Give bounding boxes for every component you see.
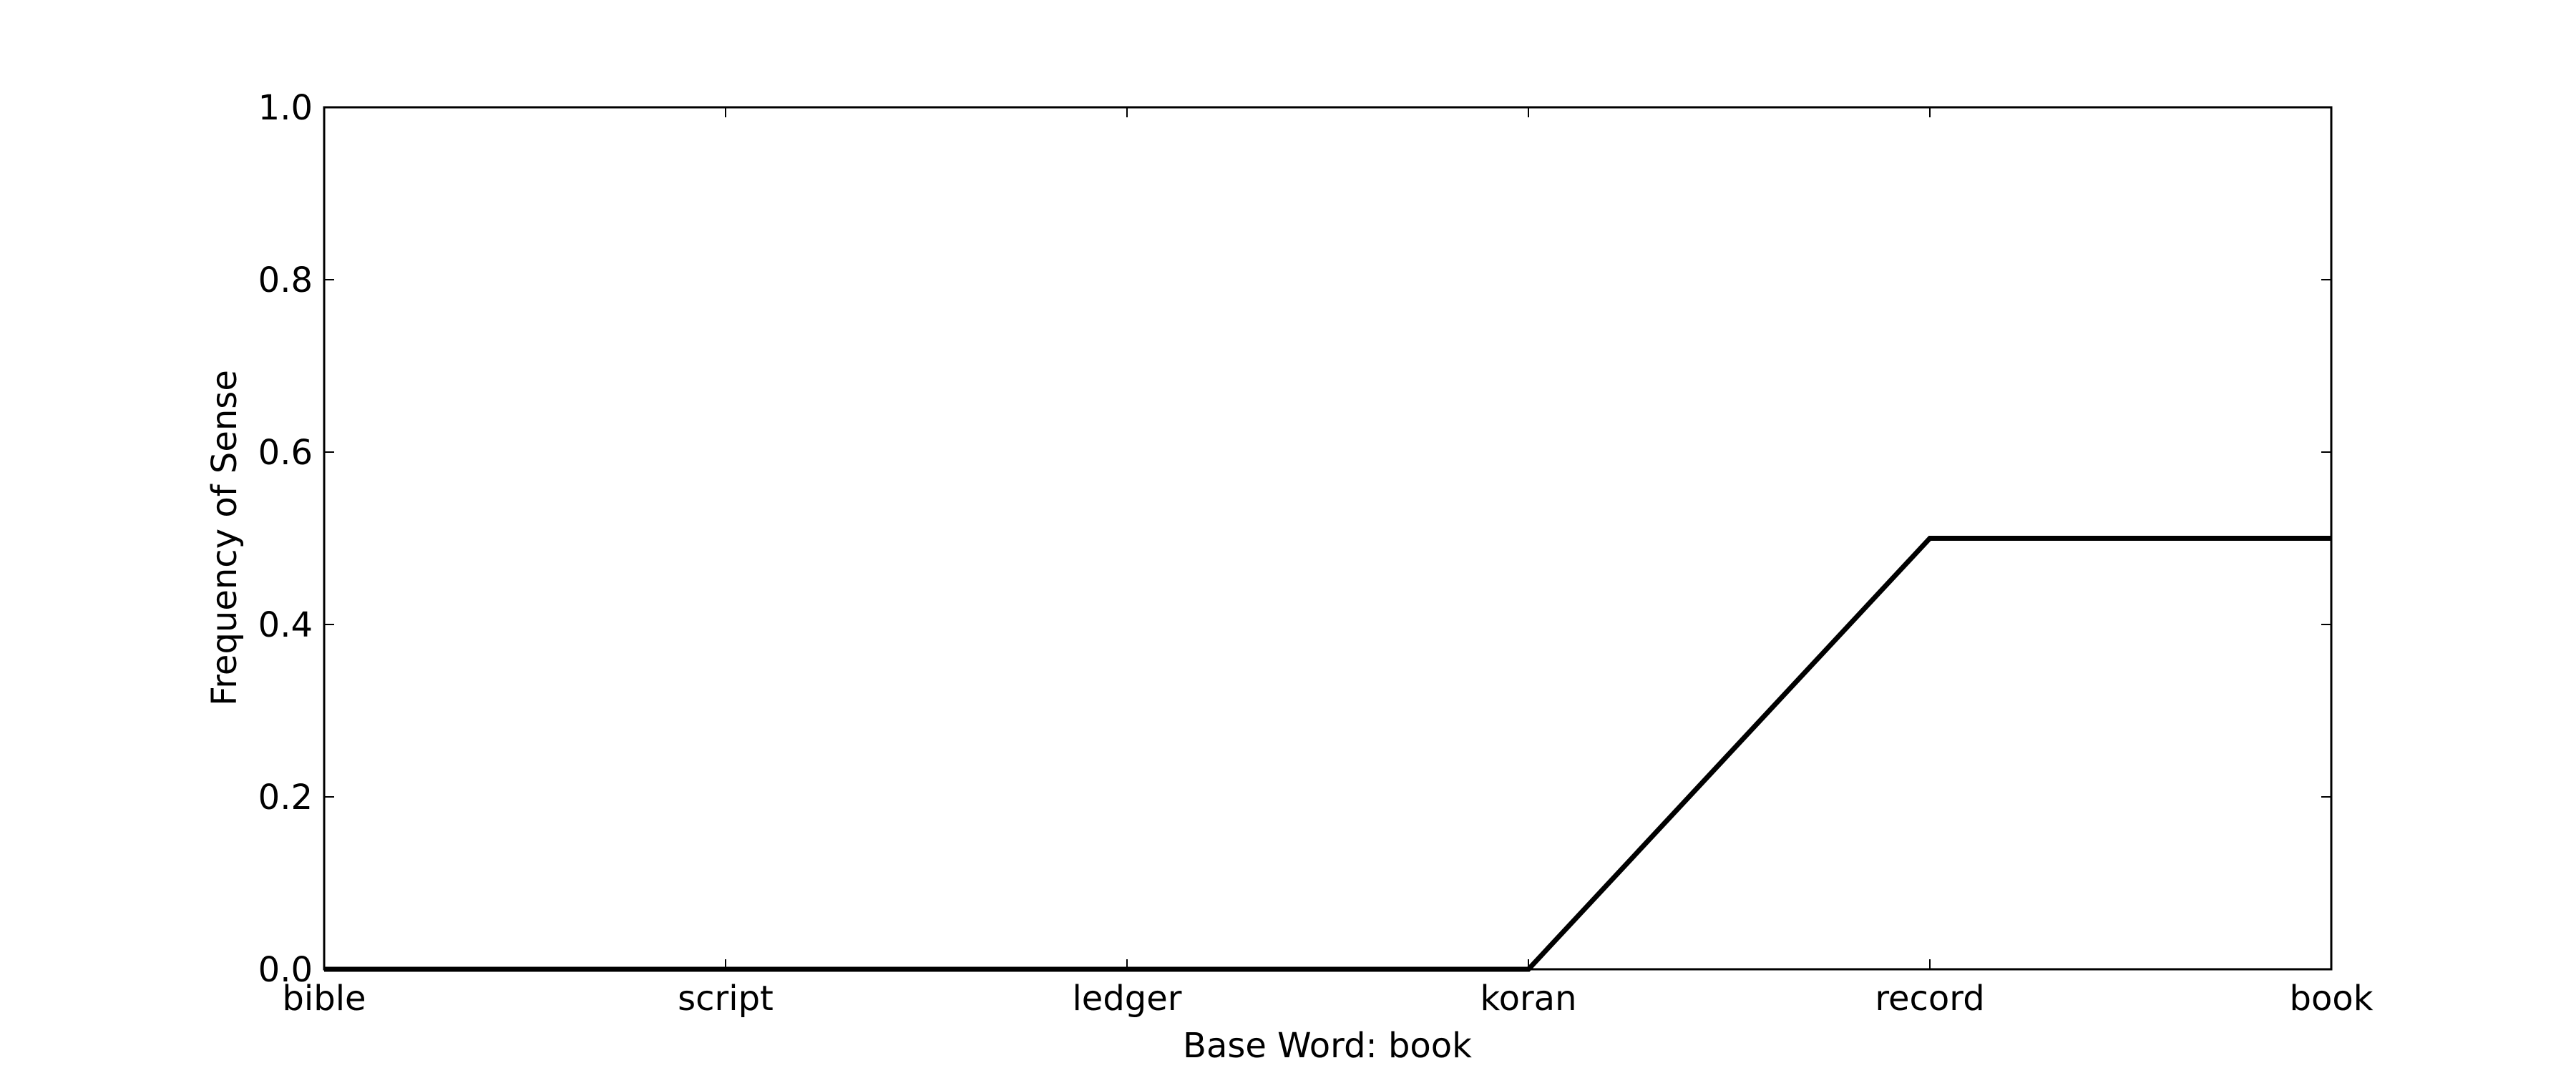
y-tick-label: 0.0: [258, 950, 313, 990]
x-tick-label: book: [2290, 979, 2373, 1019]
x-tick-label: record: [1875, 979, 1984, 1019]
x-axis-title: Base Word: book: [1183, 1026, 1472, 1066]
y-tick-label: 1.0: [258, 88, 313, 128]
y-tick-label: 0.2: [258, 778, 313, 818]
plot-frame: [323, 106, 2333, 971]
x-tick-label: script: [678, 979, 774, 1019]
y-tick-label: 0.4: [258, 605, 313, 645]
x-tick-label: bible: [282, 979, 366, 1019]
y-axis-title: Frequency of Sense: [205, 370, 245, 706]
y-tick-label: 0.8: [258, 260, 313, 300]
x-tick-label: ledger: [1072, 979, 1181, 1019]
x-tick-label: koran: [1480, 979, 1576, 1019]
y-tick-label: 0.6: [258, 433, 313, 473]
labels-layer: bible script ledger koran record book 0.0 0.2 0.…: [258, 88, 2373, 1019]
